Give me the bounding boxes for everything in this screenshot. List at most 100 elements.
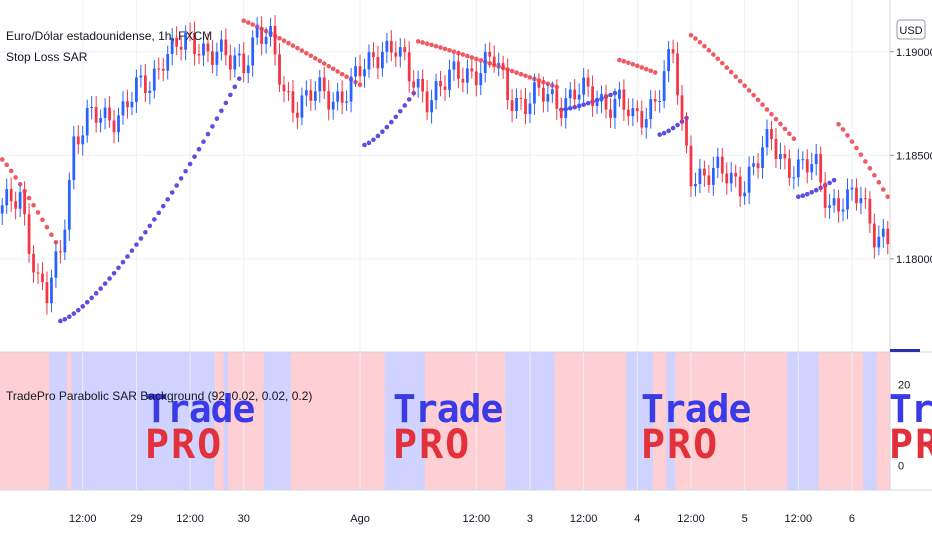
candle-body-92 [412, 81, 416, 88]
candle-body-73 [327, 91, 331, 110]
sar-dot-1-18 [80, 304, 86, 309]
sar-dot-9-178 [796, 194, 801, 200]
sar-dot-6-143 [639, 65, 645, 70]
sar-dot-0-3 [13, 175, 18, 180]
sar-dot-4-114 [509, 68, 515, 74]
candle-body-4 [18, 192, 22, 209]
sar-dot-8-161 [719, 60, 725, 66]
candle-body-175 [783, 153, 787, 159]
candle-body-39 [175, 37, 179, 47]
candle-body-21 [94, 107, 98, 123]
candle-body-16 [72, 136, 76, 180]
time-tick-label-12: 6 [849, 513, 855, 525]
sar-dot-1-17 [75, 307, 81, 313]
sar-dot-2-76 [339, 71, 345, 77]
sar-dot-1-46 [205, 131, 211, 137]
candle-body-53 [237, 53, 241, 56]
candle-body-130 [582, 77, 586, 95]
sar-dot-3-83 [371, 137, 376, 143]
candle-body-38 [170, 37, 174, 55]
candle-body-165 [738, 176, 742, 197]
sar-dot-10-193 [863, 159, 868, 164]
candle-body-140 [626, 109, 630, 117]
time-tick-label-0: 12:00 [69, 513, 97, 525]
sar-dot-1-26 [116, 265, 121, 271]
sar-dot-9-186 [831, 177, 837, 183]
candle-body-60 [269, 26, 272, 37]
sar-dot-1-52 [232, 84, 238, 90]
candle-body-68 [304, 90, 308, 96]
candle-body-8 [36, 272, 40, 274]
sar-dot-1-20 [89, 295, 94, 301]
sar-dot-4-117 [523, 73, 528, 79]
price-tick-label-1: 1.18500 [896, 150, 932, 162]
sar-background-band-1 [49, 352, 68, 490]
candle-body-37 [166, 54, 170, 71]
sar-dot-1-51 [228, 92, 233, 98]
sar-background-band-15 [666, 352, 676, 490]
sar-dot-1-41 [183, 168, 188, 174]
candle-body-178 [796, 159, 800, 178]
sar-dot-1-15 [67, 314, 72, 320]
sar-dot-1-28 [125, 254, 130, 259]
sar-dot-7-150 [670, 125, 676, 131]
tradepro-logo-pro-3: PRO [889, 422, 932, 468]
candle-body-131 [586, 77, 590, 87]
sar-dot-8-156 [697, 39, 703, 45]
candle-body-58 [260, 27, 264, 45]
sar-dot-2-77 [344, 74, 349, 80]
candle-body-164 [734, 172, 738, 177]
sar-dot-6-141 [630, 61, 636, 67]
time-tick-label-2: 12:00 [176, 513, 204, 525]
watermark-layer: TradePROTradePROTradePROTradePRO [145, 387, 932, 468]
candle-body-18 [81, 135, 85, 145]
sar-dot-3-86 [384, 124, 390, 130]
sar-dot-8-170 [760, 102, 765, 107]
candle-body-80 [358, 66, 362, 77]
tradepro-logo-pro-1: PRO [393, 422, 471, 468]
sar-dot-2-75 [335, 69, 340, 74]
candle-body-173 [774, 138, 778, 159]
candle-body-143 [640, 111, 644, 128]
candle-body-103 [461, 78, 465, 83]
sar-dot-5-130 [581, 102, 586, 107]
sar-dot-8-171 [764, 107, 770, 112]
candle-body-122 [546, 94, 550, 102]
candle-body-48 [215, 51, 219, 65]
sar-dot-1-30 [134, 242, 139, 247]
candle-body-88 [394, 52, 398, 57]
sar-dot-6-144 [643, 66, 649, 72]
candle-body-62 [278, 54, 281, 85]
candle-body-64 [287, 91, 290, 93]
candle-body-5 [23, 192, 26, 215]
candle-body-17 [76, 136, 80, 145]
candle-body-150 [671, 49, 675, 54]
candle-body-161 [720, 156, 724, 174]
sar-dot-4-103 [460, 52, 466, 57]
sar-dot-8-163 [728, 69, 734, 75]
sar-dot-3-90 [402, 103, 408, 108]
currency-badge[interactable] [896, 19, 926, 40]
sar-dot-2-56 [250, 22, 255, 27]
sar-dot-10-187 [836, 121, 841, 127]
candle-body-180 [805, 159, 809, 173]
sar-background-band-19 [863, 352, 877, 490]
tradepro-logo-pro-2: PRO [641, 422, 719, 468]
candle-body-108 [483, 51, 487, 74]
candle-body-134 [600, 93, 603, 102]
tradepro-logo-pro-0: PRO [145, 422, 223, 468]
sar-dot-3-87 [389, 119, 394, 125]
sar-dot-1-49 [219, 108, 224, 114]
candle-body-72 [322, 77, 326, 92]
sar-dot-8-160 [715, 56, 721, 62]
candle-body-158 [707, 175, 711, 185]
sar-dot-3-89 [397, 108, 403, 114]
candle-body-198 [886, 228, 890, 245]
sar-dot-2-54 [241, 18, 247, 24]
sar-background-band-0 [0, 352, 50, 490]
candle-body-177 [792, 177, 796, 179]
candle-body-93 [416, 78, 420, 88]
sar-dot-8-155 [693, 36, 698, 41]
price-tick-label-2: 1.19000 [896, 47, 932, 59]
